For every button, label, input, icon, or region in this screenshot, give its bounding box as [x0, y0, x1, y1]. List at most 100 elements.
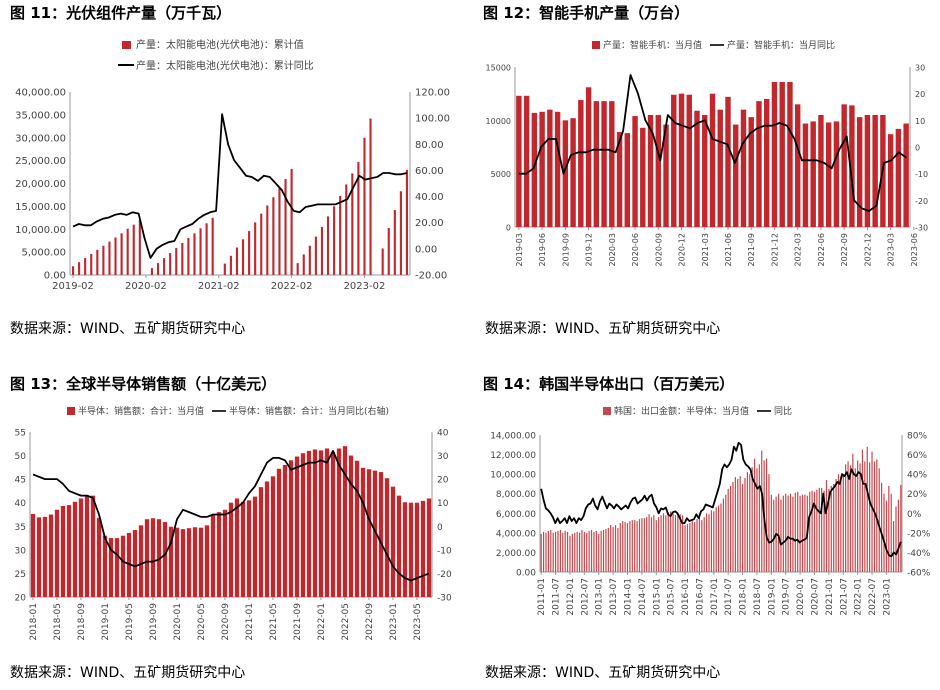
bar — [756, 101, 762, 227]
bar — [749, 474, 751, 572]
bar — [102, 245, 105, 275]
legend-label: 韩国：出口金额：半导体：当月值 — [614, 405, 749, 417]
y-right-tick-label: 0.00 — [415, 244, 437, 255]
y-right-tick-label: 20% — [907, 490, 927, 500]
bar — [773, 499, 775, 572]
x-tick-label: 2021-05 — [269, 603, 279, 641]
x-tick-label: 2020-12 — [678, 233, 687, 266]
bar — [756, 468, 758, 572]
bar — [702, 115, 708, 227]
bar — [590, 529, 593, 572]
x-tick-label: 2017-07 — [724, 578, 734, 616]
bar — [248, 231, 251, 275]
bar — [114, 237, 117, 275]
bar — [276, 468, 282, 597]
bar — [150, 518, 156, 597]
y-right-tick-label: -40% — [907, 549, 931, 559]
bar — [626, 523, 629, 572]
bar — [96, 517, 102, 597]
legend-swatch-bar — [122, 41, 131, 49]
bar — [163, 258, 166, 275]
bar — [90, 253, 93, 275]
x-tick-label: 2018-01 — [739, 578, 749, 616]
bar — [686, 94, 692, 227]
bar — [897, 499, 900, 572]
bar — [132, 530, 138, 597]
x-tick-label: 2022-03 — [794, 233, 803, 266]
bar — [312, 449, 318, 597]
bar — [405, 169, 409, 275]
y-right-tick-label: 0% — [907, 510, 922, 520]
bar — [893, 521, 895, 572]
bar — [677, 513, 679, 572]
bar — [586, 532, 588, 572]
bar — [854, 468, 856, 572]
bar — [835, 479, 837, 572]
bar — [629, 521, 631, 572]
bar — [689, 523, 691, 572]
bar — [866, 446, 868, 572]
bar — [363, 137, 366, 275]
y-left-tick-label: 2,000.00 — [496, 549, 536, 559]
x-tick-label: 2013-07 — [609, 578, 619, 616]
x-tick-label: 2019-02 — [52, 281, 94, 292]
bar — [342, 446, 348, 597]
bar — [888, 485, 890, 572]
x-tick-label: 2013-01 — [595, 578, 605, 616]
bar — [694, 522, 696, 572]
bar — [324, 448, 330, 597]
y-right-tick-label: 30 — [437, 452, 449, 462]
x-tick-label: 2022-09 — [365, 603, 375, 641]
bar — [199, 228, 202, 275]
y-right-tick-label: 100.00 — [415, 114, 450, 125]
bar — [903, 123, 909, 227]
x-tick-label: 2020-09 — [654, 233, 663, 266]
bar — [789, 493, 792, 572]
bar — [744, 478, 746, 572]
x-tick-label: 2019-05 — [125, 603, 135, 641]
bar — [859, 463, 861, 572]
bar — [787, 495, 789, 572]
bar — [840, 476, 842, 572]
y-left-tick-label: 20 — [15, 594, 27, 604]
bar — [612, 526, 614, 572]
bar — [574, 532, 576, 572]
y-left-tick-label: 8,000.00 — [496, 490, 536, 500]
bar — [715, 507, 717, 572]
y-left-tick-label: 14,000.00 — [490, 432, 536, 442]
bar — [593, 101, 600, 227]
bar — [631, 520, 633, 572]
chart-title: 图 12：智能手机产量（万台） — [483, 4, 690, 22]
x-tick-label: 2021-03 — [701, 233, 710, 266]
bar — [402, 502, 408, 597]
bar — [674, 515, 677, 572]
bar — [761, 450, 763, 572]
bar — [223, 263, 226, 275]
bar — [641, 518, 643, 572]
chart-title: 图 14：韩国半导体出口（百万美元） — [483, 375, 735, 393]
legend-swatch-bar — [592, 41, 600, 49]
bar — [384, 478, 390, 597]
bar — [821, 487, 823, 572]
bar — [607, 527, 609, 572]
y-left-tick-label: 10,000.00 — [490, 471, 536, 481]
bar — [308, 245, 311, 275]
bar — [720, 503, 722, 572]
bar — [369, 118, 372, 275]
bar — [523, 95, 530, 227]
bar — [727, 488, 729, 572]
x-tick-label: 2023-01 — [389, 603, 399, 641]
bar — [396, 495, 402, 597]
bar — [684, 525, 686, 572]
bar — [646, 517, 648, 572]
bar — [732, 481, 734, 572]
y-left-tick-label: 25,000.00 — [15, 156, 66, 167]
bar — [156, 519, 162, 597]
x-tick-label: 2012-01 — [566, 578, 576, 616]
bar — [569, 535, 571, 572]
bar — [290, 168, 293, 275]
bar — [71, 266, 75, 275]
chart-source: 数据来源：WIND、五矿期货研究中心 — [10, 665, 246, 681]
bar — [581, 529, 583, 572]
